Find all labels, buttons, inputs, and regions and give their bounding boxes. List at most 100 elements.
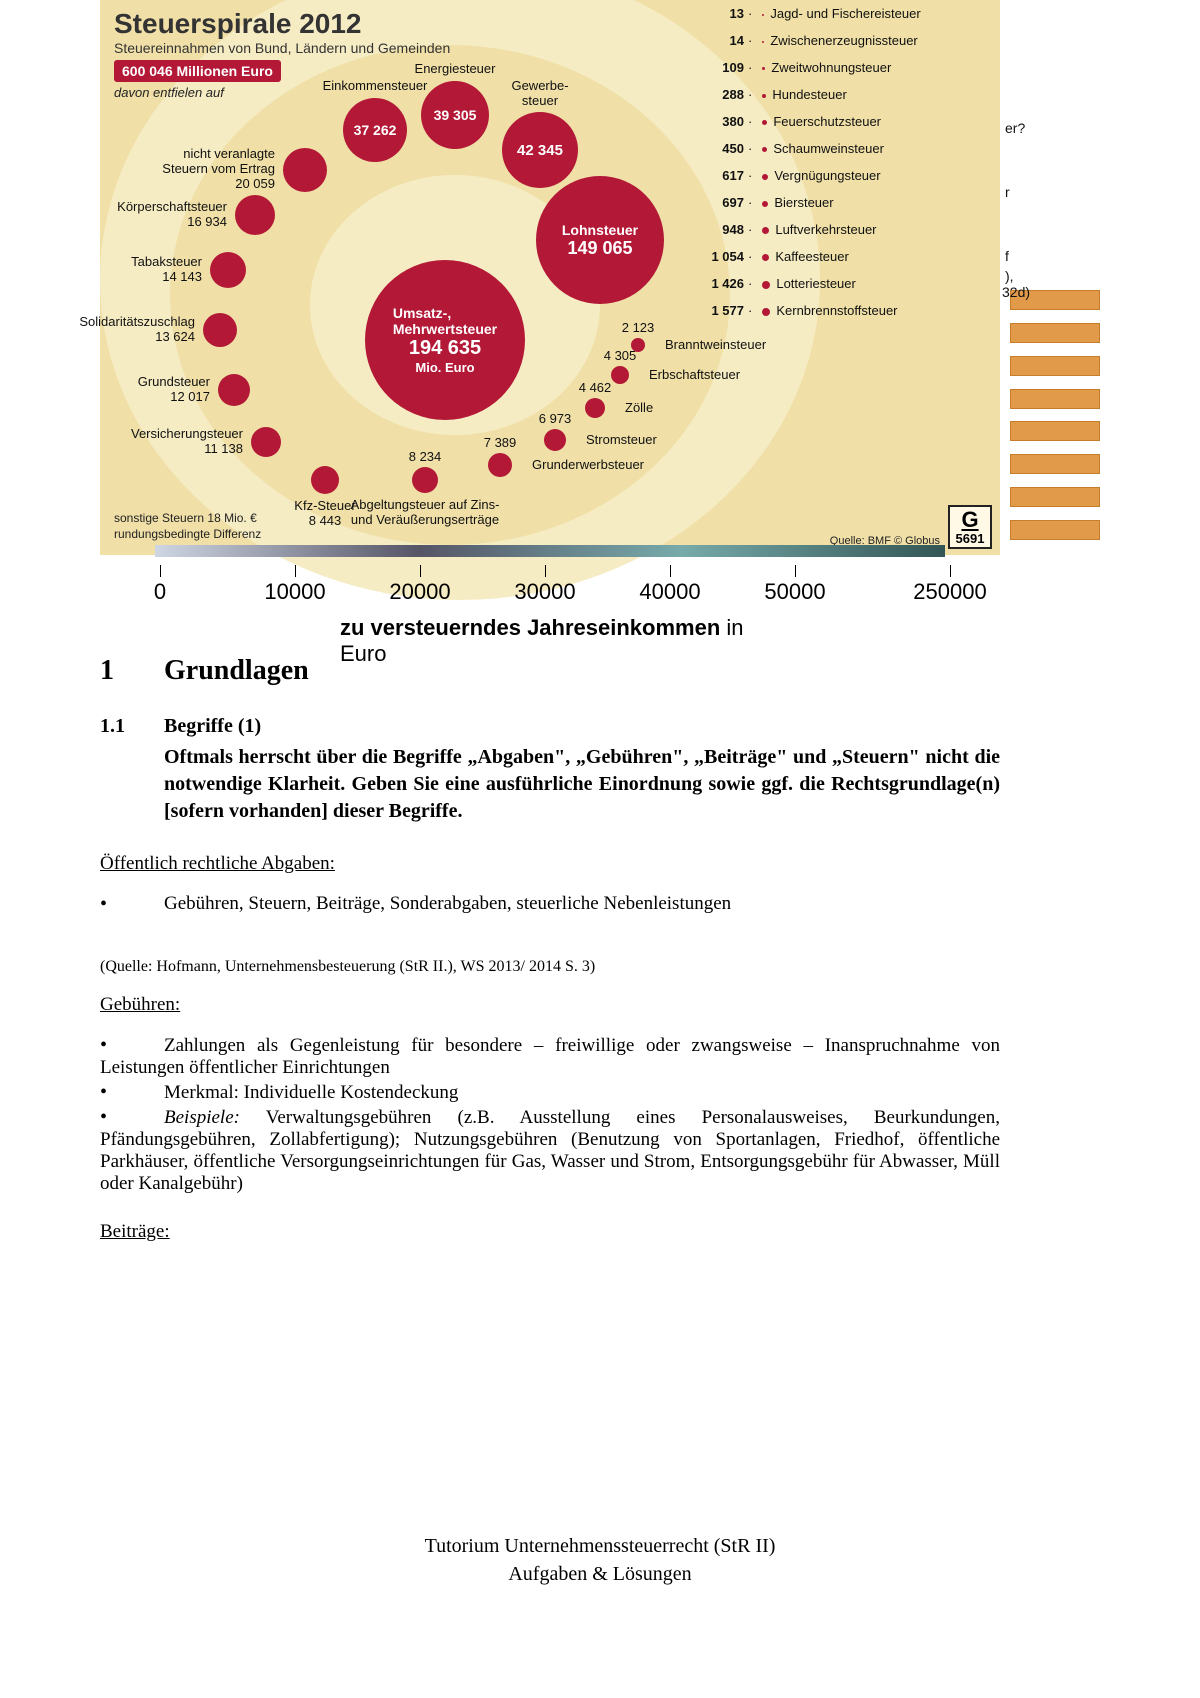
bubble-label: Energiesteuer — [415, 61, 496, 76]
scan-fragment: ), — [1005, 268, 1014, 284]
bubble-label: Versicherungsteuer11 138 — [131, 426, 243, 456]
footer-line-2: Aufgaben & Lösungen — [0, 1560, 1200, 1588]
tax-bubble: Umsatz-, Mehrwertsteuer194 635Mio. Euro — [365, 260, 525, 420]
total-badge: 600 046 Millionen Euro — [114, 60, 281, 82]
citation: (Quelle: Hofmann, Unternehmensbesteuerun… — [100, 958, 1000, 976]
tax-bubble — [251, 427, 281, 457]
small-tax-item: 1 054·Kaffeesteuer — [700, 249, 849, 264]
section-gebuehren: Gebühren: — [100, 994, 1000, 1016]
tax-bubble — [218, 374, 250, 406]
h1-num: 1 — [100, 655, 164, 687]
scan-fragment: r — [1005, 184, 1010, 200]
small-tax-item: 288·Hundesteuer — [700, 87, 847, 102]
small-tax-item: 697·Biersteuer — [700, 195, 834, 210]
bubble-label: Grunderwerbsteuer — [532, 457, 644, 472]
list-item: •Beispiele: Verwaltungsgebühren (z.B. Au… — [100, 1106, 1000, 1195]
h2: 1.1 Begriffe (1) — [100, 715, 1000, 738]
small-tax-item: 948·Luftverkehrsteuer — [700, 222, 877, 237]
tax-bubble — [235, 195, 275, 235]
axis-tick — [795, 565, 796, 577]
axis-tick-label: 30000 — [514, 579, 575, 605]
footer-line-1: Tutorium Unternehmenssteuerrecht (StR II… — [0, 1532, 1200, 1560]
page-footer: Tutorium Unternehmenssteuerrecht (StR II… — [0, 1532, 1200, 1588]
axis-tick — [420, 565, 421, 577]
small-tax-item: 13·Jagd- und Fischereisteuer — [700, 6, 921, 21]
h2-num: 1.1 — [100, 715, 164, 738]
infographic-title: Steuerspirale 2012 — [114, 8, 362, 40]
question-text: Oftmals herrscht über die Begriffe „Abga… — [164, 744, 1000, 825]
davon-label: davon entfielen auf — [114, 85, 224, 100]
tax-bubble: 39 305 — [421, 81, 489, 149]
tax-bubble — [631, 338, 645, 352]
infographic-subtitle: Steuereinnahmen von Bund, Ländern und Ge… — [114, 40, 450, 56]
small-tax-item: 1 426·Lotteriesteuer — [700, 276, 856, 291]
tax-bubble: 42 345 — [502, 112, 578, 188]
tax-bubble: 37 262 — [343, 98, 407, 162]
globus-badge: G 5691 — [948, 505, 992, 549]
scale-bar — [155, 545, 945, 557]
document-body: 1 Grundlagen 1.1 Begriffe (1) Oftmals he… — [100, 655, 1000, 1243]
h2-text: Begriffe (1) — [164, 715, 261, 738]
axis-tick-label: 20000 — [389, 579, 450, 605]
axis-tick — [545, 565, 546, 577]
axis-tick-label: 10000 — [264, 579, 325, 605]
axis-tick — [295, 565, 296, 577]
section-beitraege: Beiträge: — [100, 1221, 1000, 1243]
tax-bubble — [412, 467, 438, 493]
bubble-label: Branntweinsteuer — [665, 337, 766, 352]
list-gebuehren: •Zahlungen als Gegenleistung für besonde… — [100, 1034, 1000, 1195]
small-tax-item: 14·Zwischenerzeugnissteuer — [700, 33, 918, 48]
small-tax-item: 450·Schaumweinsteuer — [700, 141, 884, 156]
bubble-label: Gewerbe- steuer — [511, 78, 568, 108]
axis-tick-label: 0 — [154, 579, 166, 605]
tax-bubble — [311, 466, 339, 494]
bubble-label: Solidaritätszuschlag13 624 — [79, 314, 195, 344]
income-axis: 01000020000300004000050000250000 zu vers… — [120, 565, 1000, 645]
bubble-label: Einkommensteuer — [323, 78, 428, 93]
bubble-label: Kfz-Steuer8 443 — [294, 498, 355, 528]
scan-fragment: er? — [1005, 120, 1025, 136]
tax-bubble — [210, 252, 246, 288]
h1: 1 Grundlagen — [100, 655, 1000, 687]
list-item: Gebühren, Steuern, Beiträge, Sonderabgab… — [100, 893, 1000, 916]
tax-bubble — [488, 453, 512, 477]
tax-bubble — [611, 366, 629, 384]
tax-bubble — [203, 313, 237, 347]
small-tax-item: 109·Zweitwohnungsteuer — [700, 60, 891, 75]
note-2: rundungsbedingte Differenz — [114, 527, 261, 541]
tax-bubble: Lohnsteuer149 065 — [536, 176, 664, 304]
tax-bubble — [585, 398, 605, 418]
bubble-label: Tabaksteuer14 143 — [131, 254, 202, 284]
axis-tick — [160, 565, 161, 577]
tax-bubble — [283, 148, 327, 192]
bubble-label: Erbschaftsteuer — [649, 367, 740, 382]
bubble-label: 2 123 — [622, 320, 655, 335]
axis-tick-label: 250000 — [913, 579, 986, 605]
section-abgaben: Öffentlich rechtliche Abgaben: — [100, 853, 1000, 875]
bubble-label: nicht veranlagte Steuern vom Ertrag20 05… — [162, 146, 275, 191]
axis-tick — [670, 565, 671, 577]
bubble-label: 8 234 — [409, 449, 442, 464]
note-1: sonstige Steuern 18 Mio. € — [114, 511, 257, 525]
bubble-label: Grundsteuer12 017 — [138, 374, 210, 404]
small-tax-item: 617·Vergnügungsteuer — [700, 168, 881, 183]
orange-bars — [1010, 290, 1100, 540]
axis-tick-label: 50000 — [764, 579, 825, 605]
bubble-label: 7 389 — [484, 435, 517, 450]
bubble-label: Stromsteuer — [586, 432, 657, 447]
list-item: •Merkmal: Individuelle Kostendeckung — [100, 1081, 1000, 1104]
list-item: •Zahlungen als Gegenleistung für besonde… — [100, 1034, 1000, 1079]
bubble-label: 4 305 — [604, 348, 637, 363]
axis-tick — [950, 565, 951, 577]
scan-fragment: f — [1005, 248, 1009, 264]
bubble-label: Zölle — [625, 400, 653, 415]
h1-text: Grundlagen — [164, 655, 309, 687]
small-tax-item: 380·Feuerschutzsteuer — [700, 114, 881, 129]
list-abgaben: Gebühren, Steuern, Beiträge, Sonderabgab… — [100, 893, 1000, 916]
scan-fragment: 32d) — [1002, 284, 1030, 300]
tax-bubble — [544, 429, 566, 451]
bubble-label: Körperschaftsteuer16 934 — [117, 199, 227, 229]
bubble-label: 4 462 — [579, 380, 612, 395]
tax-spiral-infographic: Steuerspirale 2012 Steuereinnahmen von B… — [100, 0, 1000, 555]
bubble-label: 6 973 — [539, 411, 572, 426]
